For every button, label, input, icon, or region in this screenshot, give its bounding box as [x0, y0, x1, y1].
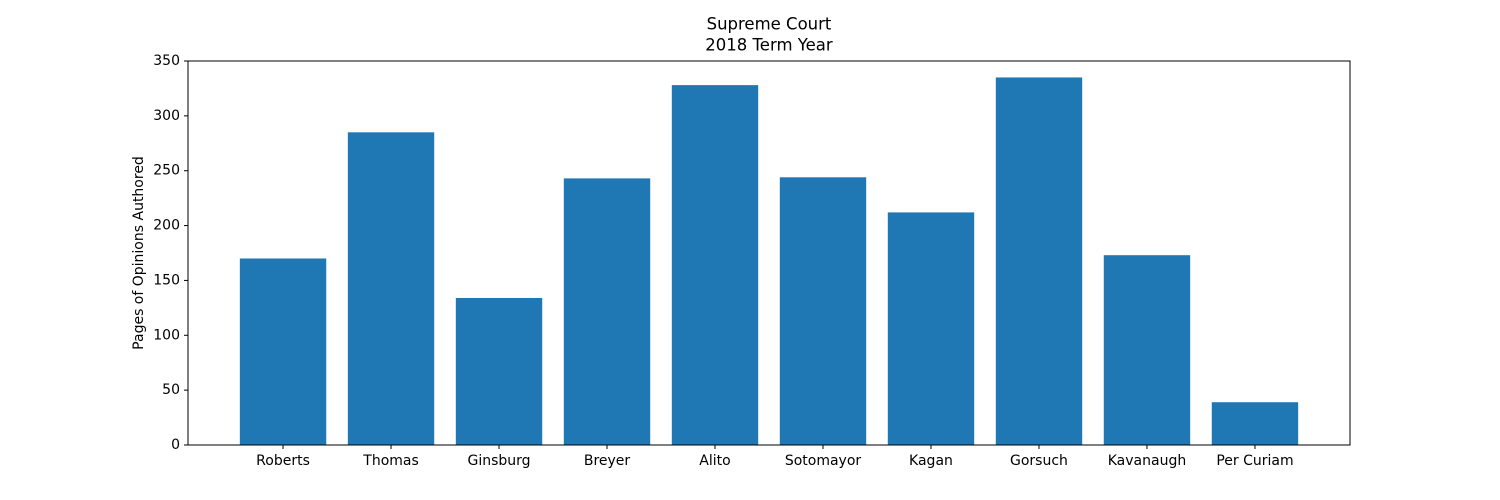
- bar: [779, 177, 867, 445]
- bar: [995, 77, 1083, 445]
- x-tick-label: Gorsuch: [1010, 453, 1068, 469]
- chart-subtitle: 2018 Term Year: [705, 36, 833, 55]
- x-tick-label: Roberts: [256, 453, 310, 469]
- y-tick-label: 50: [162, 382, 180, 398]
- x-tick-label: Sotomayor: [785, 453, 862, 469]
- x-tick-label: Kavanaugh: [1108, 453, 1186, 469]
- bar: [1211, 402, 1299, 445]
- y-axis-label: Pages of Opinions Authored: [131, 156, 147, 350]
- x-tick-label: Ginsburg: [467, 453, 530, 469]
- bar: [347, 132, 435, 446]
- y-tick-label: 150: [153, 272, 180, 288]
- bar: [563, 178, 651, 445]
- x-tick-label: Alito: [699, 453, 730, 469]
- y-tick-label: 200: [153, 218, 180, 234]
- x-tick-label: Breyer: [584, 453, 631, 469]
- x-tick-label: Thomas: [362, 453, 419, 469]
- bar: [239, 258, 327, 445]
- plot-frame: [187, 60, 1351, 446]
- bar: [671, 85, 759, 445]
- y-tick-label: 300: [153, 108, 180, 124]
- bar: [455, 297, 543, 445]
- chart-title: Supreme Court: [707, 15, 832, 34]
- bar: [1103, 255, 1191, 445]
- y-tick-label: 350: [153, 53, 180, 69]
- x-tick-label: Per Curiam: [1216, 453, 1293, 469]
- x-tick-label: Kagan: [909, 453, 953, 469]
- y-tick-label: 250: [153, 163, 180, 179]
- bar: [887, 212, 975, 445]
- y-tick-label: 100: [153, 327, 180, 343]
- y-tick-label: 0: [171, 437, 180, 453]
